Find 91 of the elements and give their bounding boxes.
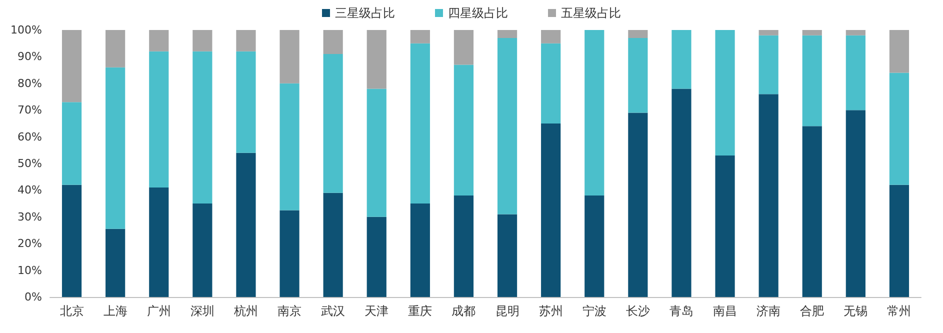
bar xyxy=(280,210,300,297)
bar xyxy=(715,30,735,156)
bar xyxy=(628,112,648,297)
bar xyxy=(280,83,300,210)
x-tick-label: 常州 xyxy=(887,304,912,318)
x-tick-label: 成都 xyxy=(452,304,476,318)
bar xyxy=(410,204,430,297)
bar xyxy=(149,51,169,188)
bar xyxy=(715,155,735,297)
bar xyxy=(497,30,518,38)
y-tick-label: 80% xyxy=(18,76,42,90)
bar xyxy=(192,30,212,52)
x-tick-label: 重庆 xyxy=(408,304,432,318)
bar xyxy=(366,216,386,297)
bar xyxy=(62,184,82,297)
x-tick-label: 深圳 xyxy=(190,304,214,318)
bar xyxy=(454,196,474,297)
x-tick-label: 天津 xyxy=(364,304,389,318)
bar xyxy=(889,30,910,73)
bar xyxy=(628,30,648,38)
x-tick-label: 武汉 xyxy=(321,304,346,318)
bar xyxy=(323,54,343,193)
y-tick-label: 10% xyxy=(18,264,42,277)
x-tick-label: 北京 xyxy=(60,304,84,318)
y-tick-label: 90% xyxy=(18,50,42,64)
bar xyxy=(758,94,778,297)
y-tick-label: 50% xyxy=(18,157,42,170)
bar xyxy=(410,43,430,204)
bar xyxy=(236,51,256,153)
x-tick-label: 南昌 xyxy=(713,304,738,318)
bar xyxy=(236,30,256,52)
y-tick-label: 0% xyxy=(24,290,42,304)
bar xyxy=(846,35,866,110)
x-tick-label: 昆明 xyxy=(495,304,520,318)
bar xyxy=(192,51,212,204)
y-tick-label: 70% xyxy=(18,104,42,117)
x-tick-label: 宁波 xyxy=(582,304,606,318)
bar xyxy=(497,38,518,214)
x-tick-label: 南京 xyxy=(278,304,302,318)
bar xyxy=(323,192,343,297)
bar xyxy=(846,110,866,297)
bar xyxy=(106,228,126,297)
bar xyxy=(149,188,169,297)
x-tick-label: 杭州 xyxy=(232,304,258,318)
bar xyxy=(672,88,692,297)
bar xyxy=(149,30,169,52)
legend-label: 三星级占比 xyxy=(335,6,395,20)
y-tick-label: 100% xyxy=(10,24,42,36)
bar xyxy=(541,30,561,44)
bar xyxy=(192,204,212,297)
bar xyxy=(846,30,866,36)
x-tick-label: 苏州 xyxy=(538,304,563,318)
bar xyxy=(758,30,778,36)
x-tick-label: 上海 xyxy=(103,304,128,318)
bar xyxy=(584,30,604,196)
bar xyxy=(541,123,561,297)
bar xyxy=(889,72,910,185)
y-tick-label: 40% xyxy=(18,184,42,197)
x-tick-label: 合肥 xyxy=(800,304,824,318)
bar xyxy=(366,88,386,217)
bar xyxy=(454,64,474,196)
bar xyxy=(280,30,300,84)
bar xyxy=(758,35,778,94)
bar xyxy=(802,35,822,126)
x-tick-label: 长沙 xyxy=(626,304,650,318)
bar xyxy=(62,102,82,185)
legend-label: 五星级占比 xyxy=(561,6,621,20)
bar xyxy=(889,184,910,297)
bar xyxy=(541,43,561,124)
bar xyxy=(454,30,474,65)
y-tick-label: 20% xyxy=(18,237,42,250)
bar xyxy=(62,30,82,102)
x-tick-label: 济南 xyxy=(756,304,781,318)
y-tick-label: 30% xyxy=(18,210,42,224)
legend-label: 四星级占比 xyxy=(448,6,508,20)
y-tick-label: 60% xyxy=(18,130,42,144)
bar xyxy=(672,30,692,89)
bar xyxy=(497,214,518,297)
bar xyxy=(323,30,343,54)
bar xyxy=(366,30,386,89)
bar xyxy=(410,30,430,44)
bar xyxy=(106,30,126,68)
bar xyxy=(628,38,648,113)
bar xyxy=(584,196,604,297)
x-tick-label: 无锡 xyxy=(844,304,868,318)
x-tick-label: 青岛 xyxy=(669,304,694,318)
bar xyxy=(106,67,126,229)
bar xyxy=(802,30,822,36)
x-tick-label: 广州 xyxy=(146,304,171,318)
bar xyxy=(236,152,256,297)
bar xyxy=(802,126,822,297)
